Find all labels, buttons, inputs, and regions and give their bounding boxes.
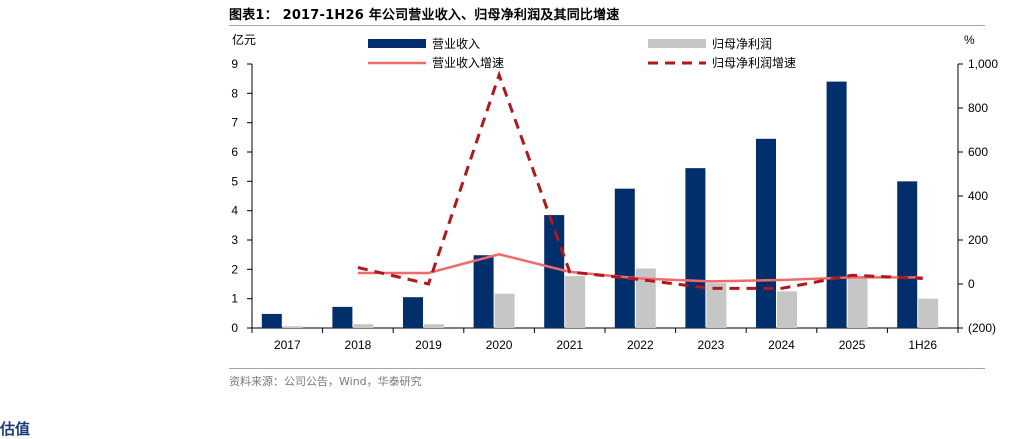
x-tick-label: 2020 bbox=[486, 338, 513, 352]
legend-revenue-label: 营业收入 bbox=[432, 37, 480, 51]
right-tick-label: 600 bbox=[968, 145, 988, 159]
legend-revenue-growth-label: 营业收入增速 bbox=[432, 56, 504, 70]
x-tick-label: 1H26 bbox=[908, 338, 937, 352]
revenue-bar bbox=[756, 138, 776, 328]
x-tick-label: 2018 bbox=[345, 338, 372, 352]
legend-profit-swatch bbox=[648, 39, 706, 48]
left-tick-label: 4 bbox=[231, 204, 238, 218]
profit-bar bbox=[282, 326, 303, 328]
right-tick-label: 1,000 bbox=[968, 57, 998, 71]
revenue-growth-line bbox=[357, 253, 923, 283]
revenue-bar bbox=[897, 181, 918, 328]
title-divider bbox=[229, 25, 985, 26]
source-divider bbox=[229, 368, 985, 369]
left-tick-label: 6 bbox=[231, 145, 238, 159]
x-tick-label: 2022 bbox=[627, 338, 654, 352]
x-tick-label: 2025 bbox=[839, 338, 866, 352]
x-tick-label: 2023 bbox=[698, 338, 725, 352]
x-tick-label: 2019 bbox=[415, 338, 442, 352]
left-tick-label: 1 bbox=[231, 292, 238, 306]
right-tick-label: 800 bbox=[968, 101, 988, 115]
figure-title: 图表1： 2017-1H26 年公司营业收入、归母净利润及其同比增速 bbox=[229, 8, 620, 23]
left-tick-label: 7 bbox=[231, 116, 238, 130]
right-axis-unit-label: % bbox=[964, 33, 975, 47]
legend-profit-label: 归母净利润 bbox=[712, 37, 772, 51]
revenue-bar bbox=[261, 313, 282, 328]
right-tick-label: 0 bbox=[968, 277, 975, 291]
x-tick-label: 2021 bbox=[556, 338, 583, 352]
x-tick-label: 2017 bbox=[274, 338, 301, 352]
left-tick-label: 8 bbox=[231, 86, 238, 100]
revenue-bar bbox=[473, 255, 494, 328]
x-tick-label: 2024 bbox=[768, 338, 795, 352]
revenue-bar bbox=[826, 81, 847, 328]
legend-revenue-swatch bbox=[368, 39, 426, 48]
revenue-bar bbox=[614, 188, 635, 328]
left-tick-label: 5 bbox=[231, 174, 238, 188]
revenue-bar bbox=[685, 168, 706, 328]
left-tick-label: 0 bbox=[231, 321, 238, 335]
left-tick-label: 3 bbox=[231, 233, 238, 247]
profit-bar bbox=[777, 291, 797, 328]
revenue-bar bbox=[544, 215, 565, 328]
source-note: 资料来源：公司公告，Wind，华泰研究 bbox=[229, 375, 422, 388]
profit-bar bbox=[706, 283, 727, 328]
profit-bar bbox=[918, 298, 939, 328]
profit-bar bbox=[424, 324, 444, 328]
section-heading: 估值 bbox=[0, 420, 31, 438]
left-axis-unit-label: 亿元 bbox=[232, 32, 256, 47]
revenue-bar bbox=[403, 297, 423, 328]
profit-bar bbox=[494, 293, 515, 328]
revenue-bar bbox=[332, 306, 353, 328]
profit-bar bbox=[353, 324, 374, 328]
right-tick-label: 400 bbox=[968, 189, 988, 203]
profit-bar bbox=[635, 268, 656, 328]
right-tick-label: (200) bbox=[968, 321, 996, 335]
left-tick-label: 2 bbox=[231, 262, 238, 276]
right-tick-label: 200 bbox=[968, 233, 988, 247]
legend-profit-growth-label: 归母净利润增速 bbox=[712, 56, 796, 70]
profit-bar bbox=[565, 276, 586, 328]
left-tick-label: 9 bbox=[231, 57, 238, 71]
profit-bar bbox=[847, 276, 868, 328]
